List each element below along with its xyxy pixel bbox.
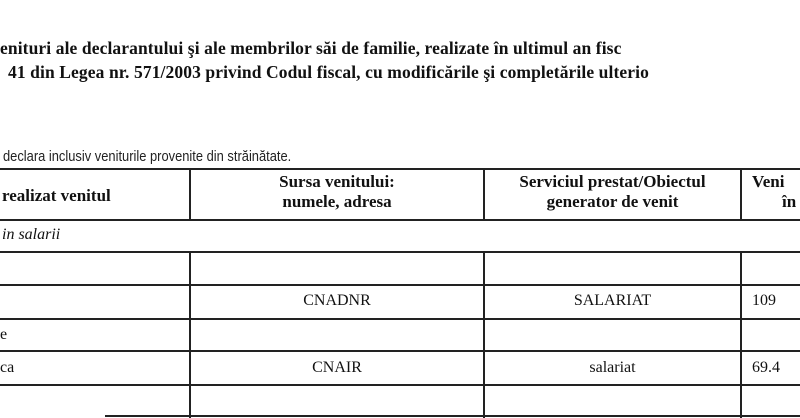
section-label: in salarii — [2, 226, 61, 243]
header-who: realizat venitul — [2, 186, 111, 205]
income-cell: 109 — [752, 292, 776, 309]
income-cell: 69.4 — [752, 359, 780, 376]
source-cell: CNADNR — [303, 292, 371, 309]
note-text: declara inclusiv veniturile provenite di… — [3, 148, 292, 165]
source-cell: CNAIR — [312, 359, 362, 376]
section-title-line1: enituri ale declarantului şi ale membril… — [0, 38, 622, 58]
who-cell: e — [0, 326, 8, 343]
header-source: Sursa venitului: numele, adresa — [279, 172, 395, 211]
header-service: Serviciul prestat/Obiectul generator de v… — [519, 172, 706, 211]
who-cell: ca — [0, 359, 15, 376]
service-cell: SALARIAT — [573, 292, 652, 309]
section-title-line2: 41 din Legea nr. 571/2003 privind Codul … — [8, 62, 649, 82]
header-income: Veni în — [752, 172, 797, 211]
service-cell: salariat — [589, 359, 636, 376]
